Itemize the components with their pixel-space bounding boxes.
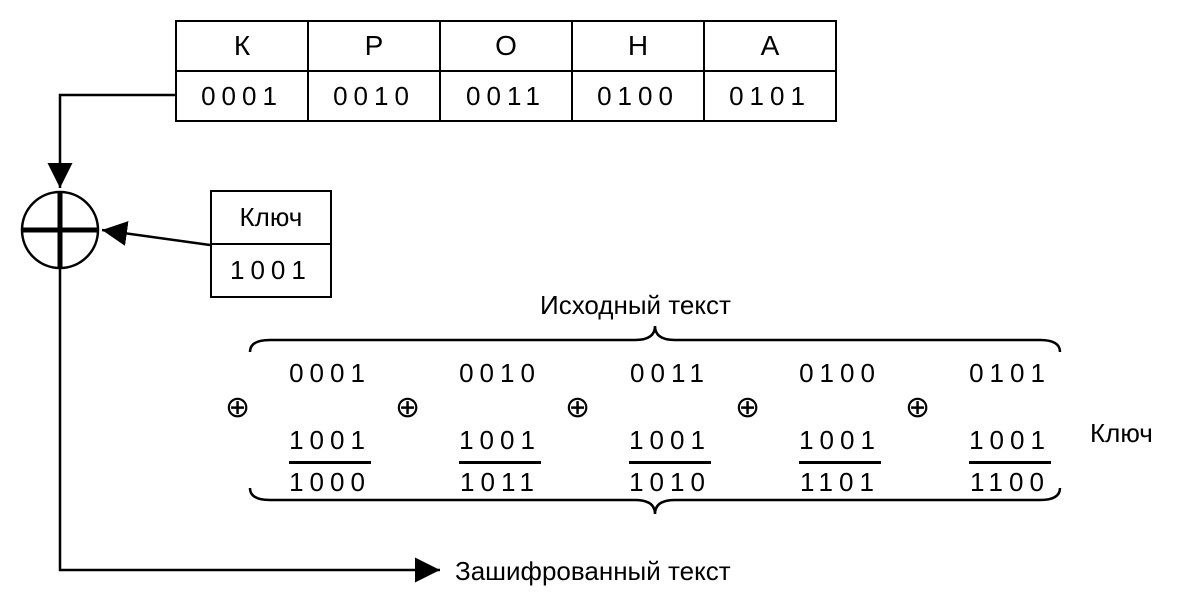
diagram-svg: [0, 0, 1198, 611]
